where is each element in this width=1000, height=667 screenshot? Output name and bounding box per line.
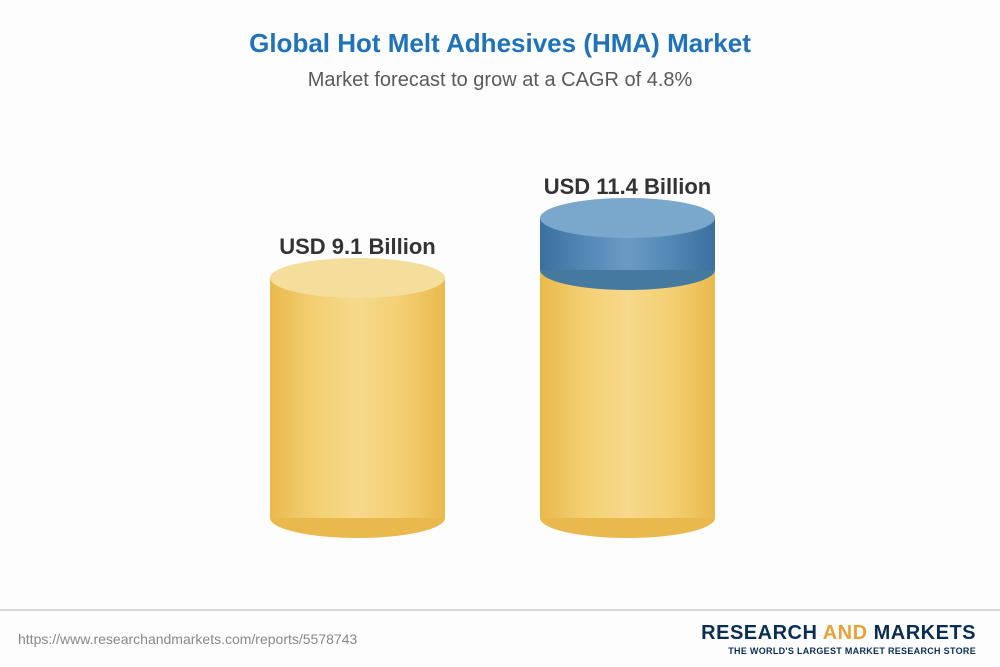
brand-tagline: THE WORLD'S LARGEST MARKET RESEARCH STOR… xyxy=(701,646,976,656)
cylinder-2022: USD 9.1 Billion xyxy=(270,234,445,518)
brand-logo: RESEARCH AND MARKETS THE WORLD'S LARGEST… xyxy=(701,622,976,656)
chart-area: USD 9.1 Billion2022USD 11.4 Billion2027 xyxy=(0,112,1000,552)
cylinder-body-2022 xyxy=(270,278,445,518)
brand-word-markets: MARKETS xyxy=(874,622,976,644)
brand-name: RESEARCH AND MARKETS xyxy=(701,622,976,645)
source-url: https://www.researchandmarkets.com/repor… xyxy=(18,631,357,647)
value-label-2027: USD 11.4 Billion xyxy=(540,174,715,200)
cylinder-2027: USD 11.4 Billion xyxy=(540,174,715,518)
brand-word-research: RESEARCH xyxy=(701,622,817,644)
footer: https://www.researchandmarkets.com/repor… xyxy=(0,609,1000,667)
cylinder-body-2027 xyxy=(540,218,715,518)
brand-word-and: AND xyxy=(817,622,873,644)
value-label-2022: USD 9.1 Billion xyxy=(270,234,445,260)
chart-title: Global Hot Melt Adhesives (HMA) Market xyxy=(0,0,1000,59)
chart-subtitle: Market forecast to grow at a CAGR of 4.8… xyxy=(0,69,1000,92)
